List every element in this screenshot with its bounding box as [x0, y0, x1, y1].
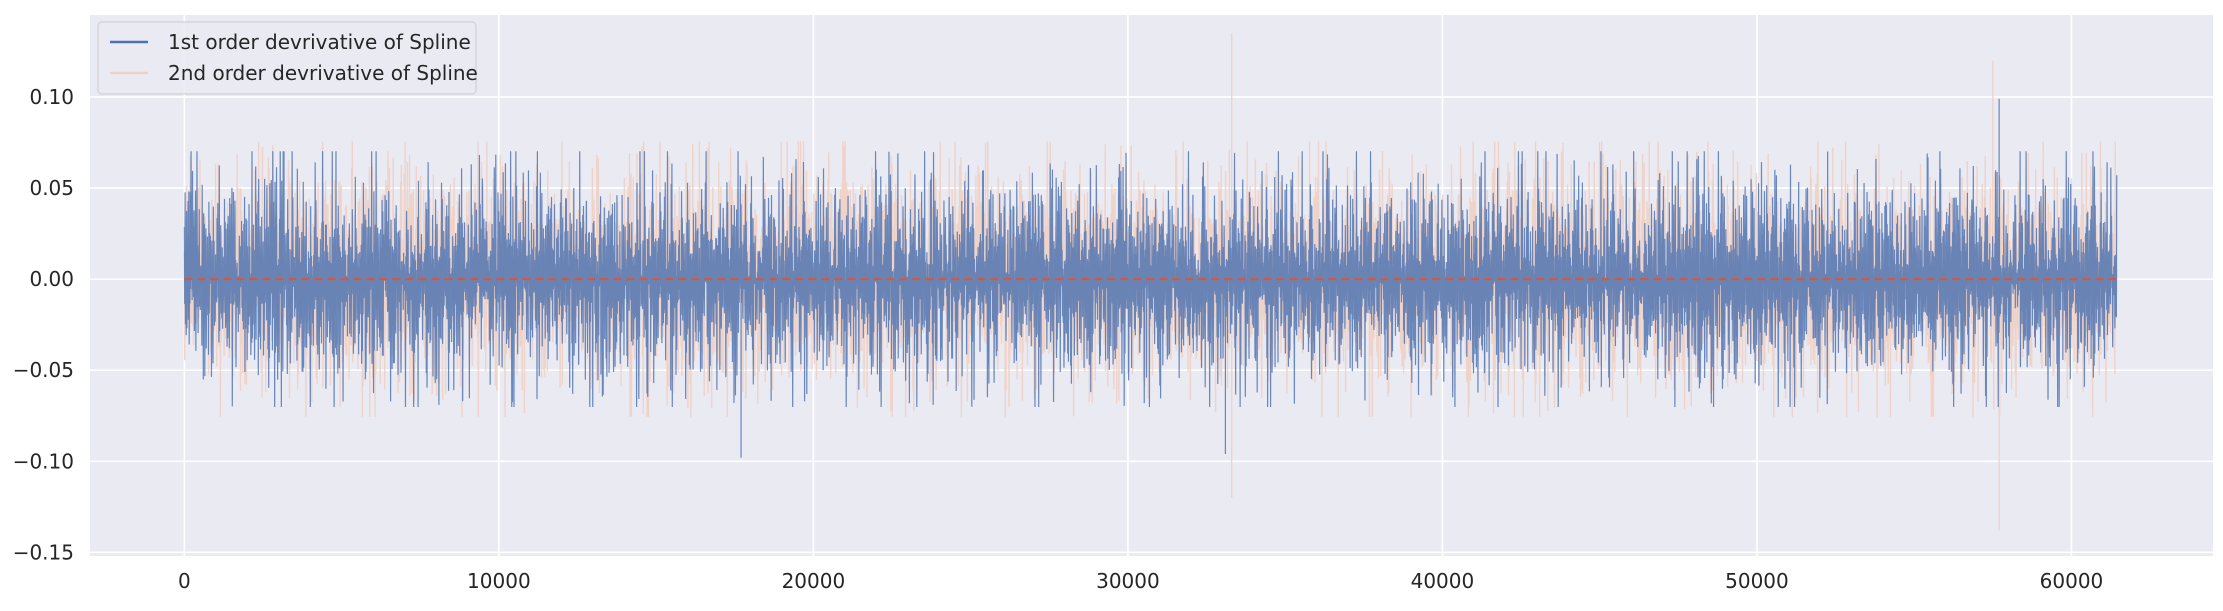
y-tick-label: 0.10 — [29, 85, 74, 109]
y-tick-label: −0.05 — [13, 358, 74, 382]
legend-box — [97, 21, 477, 95]
series-layer — [183, 33, 2118, 531]
y-tick-label: −0.10 — [13, 449, 74, 473]
legend: 1st order devrivative of Spline 2nd orde… — [97, 21, 478, 95]
y-tick-label: 0.00 — [29, 267, 74, 291]
y-tick-label: −0.15 — [13, 540, 74, 564]
x-tick-label: 50000 — [1725, 569, 1789, 593]
legend-label-1st-order: 1st order devrivative of Spline — [168, 30, 471, 54]
x-tick-label: 60000 — [2040, 569, 2104, 593]
y-tick-label: 0.05 — [29, 176, 74, 200]
legend-label-2nd-order: 2nd order devrivative of Spline — [168, 61, 478, 85]
x-tick-label: 0 — [178, 569, 191, 593]
y-axis-ticks: −0.15 −0.10 −0.05 0.00 0.05 0.10 — [13, 85, 74, 564]
series-line-2nd-order — [183, 33, 2118, 531]
x-tick-label: 10000 — [467, 569, 531, 593]
x-tick-label: 20000 — [782, 569, 846, 593]
x-tick-label: 40000 — [1411, 569, 1475, 593]
x-axis-ticks: 0 10000 20000 30000 40000 50000 60000 — [178, 569, 2103, 593]
series-line-1st-order — [183, 98, 2118, 458]
x-tick-label: 30000 — [1096, 569, 1160, 593]
